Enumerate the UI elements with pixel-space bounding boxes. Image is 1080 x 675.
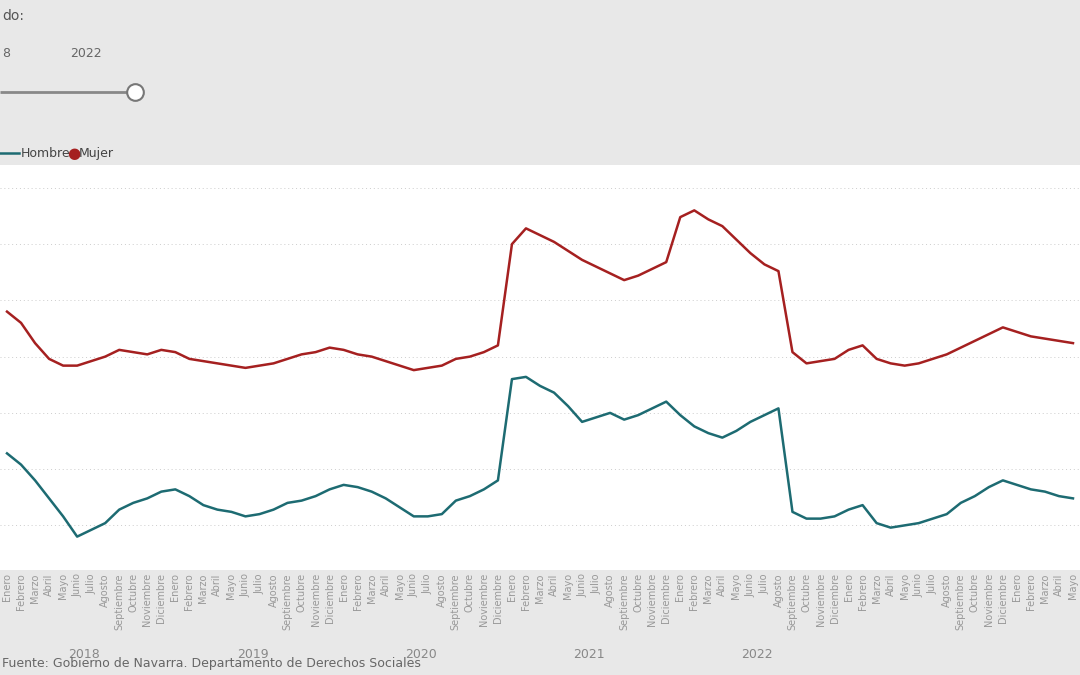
Text: 2020: 2020 — [405, 648, 436, 661]
Text: 2022: 2022 — [742, 648, 773, 661]
Text: 8: 8 — [2, 47, 10, 60]
Text: 2018: 2018 — [68, 648, 100, 661]
Text: 2021: 2021 — [573, 648, 605, 661]
Text: ●: ● — [67, 146, 80, 161]
Text: 2019: 2019 — [237, 648, 268, 661]
Text: Mujer: Mujer — [79, 146, 113, 160]
Text: Fuente: Gobierno de Navarra. Departamento de Derechos Sociales: Fuente: Gobierno de Navarra. Departament… — [2, 657, 421, 670]
Text: Hombre: Hombre — [21, 146, 70, 160]
Text: do:: do: — [2, 9, 24, 24]
Text: 2022: 2022 — [70, 47, 102, 60]
